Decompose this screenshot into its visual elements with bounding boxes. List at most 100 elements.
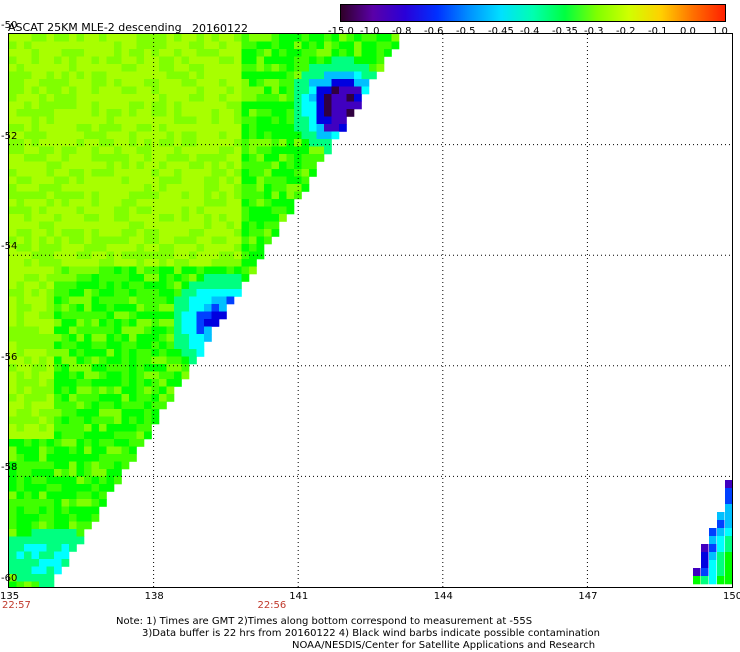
- swath-cell: [159, 229, 167, 237]
- swath-cell: [99, 401, 107, 410]
- swath-cell: [331, 94, 340, 102]
- swath-cell: [9, 311, 17, 320]
- swath-cell: [129, 101, 137, 110]
- swath-cell: [9, 64, 17, 72]
- swath-cell: [159, 161, 167, 170]
- swath-cell: [279, 161, 287, 170]
- swath-cell: [84, 439, 92, 447]
- swath-cell: [69, 484, 77, 492]
- swath-cell: [69, 536, 77, 545]
- swath-cell: [99, 101, 107, 110]
- swath-cell: [226, 94, 235, 102]
- swath-cell: [46, 454, 55, 462]
- swath-cell: [181, 101, 190, 110]
- swath-cell: [99, 446, 107, 455]
- swath-cell: [136, 371, 145, 380]
- swath-cell: [204, 304, 212, 312]
- swath-cell: [301, 94, 310, 102]
- swath-cell: [309, 169, 317, 177]
- swath-cell: [144, 109, 152, 117]
- swath-cell: [106, 64, 115, 72]
- swath-cell: [106, 349, 115, 357]
- swath-cell: [136, 311, 145, 320]
- swath-cell: [24, 94, 32, 102]
- swath-cell: [31, 49, 40, 57]
- swath-cell: [91, 334, 100, 342]
- swath-cell: [61, 184, 70, 192]
- map-plot[interactable]: [8, 33, 733, 588]
- swath-cell: [189, 334, 197, 342]
- swath-cell: [309, 139, 317, 147]
- swath-cell: [196, 214, 205, 222]
- swath-cell: [31, 56, 40, 65]
- swath-cell: [174, 176, 182, 185]
- swath-cell: [136, 439, 145, 447]
- swath-cell: [91, 484, 100, 492]
- swath-cell: [61, 49, 70, 57]
- swath-cell: [271, 206, 280, 215]
- swath-cell: [339, 124, 347, 132]
- swath-cell: [54, 116, 62, 125]
- swath-cell: [76, 394, 85, 402]
- swath-cell: [286, 41, 295, 50]
- swath-cell: [39, 431, 47, 440]
- swath-cell: [136, 79, 145, 87]
- swath-cell: [144, 431, 152, 440]
- swath-cell: [159, 124, 167, 132]
- swath-cell: [54, 131, 62, 140]
- swath-cell: [106, 454, 115, 462]
- swath-cell: [106, 244, 115, 252]
- swath-cell: [39, 289, 47, 297]
- swath-cell: [84, 139, 92, 147]
- swath-cell: [99, 289, 107, 297]
- swath-cell: [181, 281, 190, 290]
- swath-cell: [9, 499, 17, 507]
- swath-cell: [256, 79, 265, 87]
- swath-cell: [249, 109, 257, 117]
- swath-cell: [24, 529, 32, 537]
- swath-cell: [346, 49, 355, 57]
- swath-cell: [39, 574, 47, 582]
- swath-cell: [204, 34, 212, 42]
- swath-cell: [181, 296, 190, 305]
- swath-cell: [99, 341, 107, 350]
- swath-cell: [24, 229, 32, 237]
- swath-cell: [46, 484, 55, 492]
- swath-cell: [264, 214, 272, 222]
- swath-cell: [174, 101, 182, 110]
- swath-cell: [16, 184, 25, 192]
- swath-cell: [54, 64, 62, 72]
- swath-cell: [376, 34, 385, 42]
- swath-cell: [211, 311, 220, 320]
- swath-cell: [106, 379, 115, 387]
- swath-cell: [106, 356, 115, 365]
- swath-cell: [241, 206, 250, 215]
- swath-cell: [391, 34, 400, 42]
- swath-cell: [204, 64, 212, 72]
- swath-cell: [725, 520, 732, 529]
- colorbar-tick-label: -0.35: [552, 26, 578, 37]
- swath-cell: [61, 139, 70, 147]
- swath-cell: [324, 101, 332, 110]
- swath-cell: [69, 304, 77, 312]
- swath-left: [9, 34, 400, 587]
- swath-cell: [196, 221, 205, 230]
- swath-cell: [121, 326, 130, 335]
- swath-cell: [294, 131, 302, 140]
- swath-cell: [31, 551, 40, 560]
- swath-cell: [31, 536, 40, 545]
- swath-cell: [121, 371, 130, 380]
- swath-cell: [39, 161, 47, 170]
- swath-cell: [256, 191, 265, 200]
- swath-cell: [24, 169, 32, 177]
- swath-cell: [76, 184, 85, 192]
- swath-cell: [196, 41, 205, 50]
- swath-cell: [339, 71, 347, 80]
- swath-cell: [9, 236, 17, 245]
- swath-cell: [69, 319, 77, 327]
- swath-cell: [106, 431, 115, 440]
- swath-cell: [91, 206, 100, 215]
- swath-cell: [46, 221, 55, 230]
- swath-cell: [256, 116, 265, 125]
- swath-cell: [129, 86, 137, 95]
